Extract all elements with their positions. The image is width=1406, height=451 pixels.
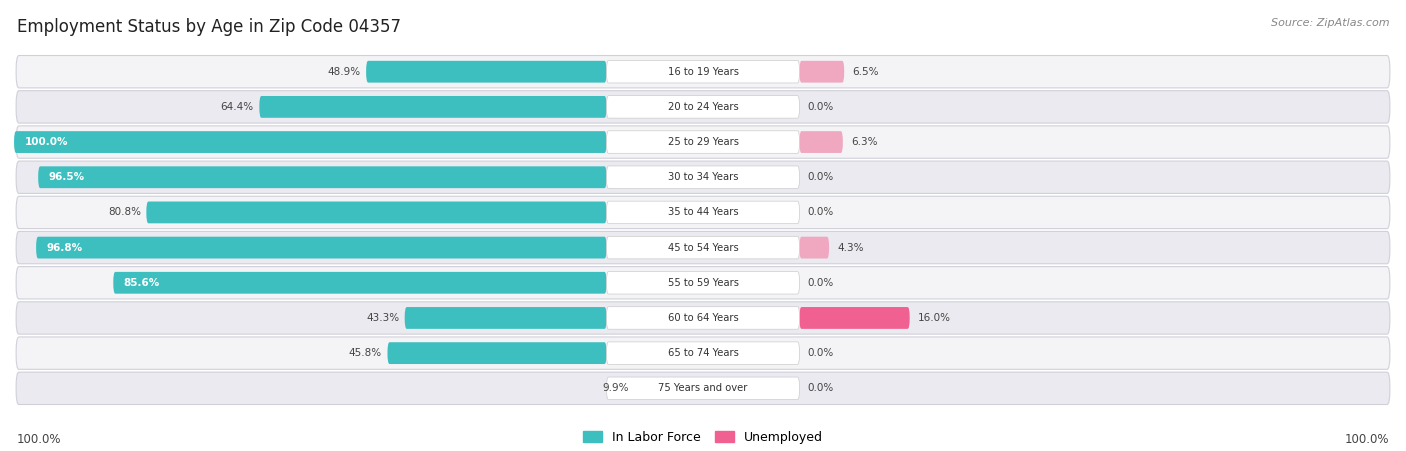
FancyBboxPatch shape: [15, 267, 1391, 299]
Text: 55 to 59 Years: 55 to 59 Years: [668, 278, 738, 288]
Text: 75 Years and over: 75 Years and over: [658, 383, 748, 393]
Text: 0.0%: 0.0%: [807, 348, 834, 358]
FancyBboxPatch shape: [606, 377, 800, 400]
Text: 100.0%: 100.0%: [1344, 433, 1389, 446]
Text: 16 to 19 Years: 16 to 19 Years: [668, 67, 738, 77]
Text: 16.0%: 16.0%: [918, 313, 950, 323]
FancyBboxPatch shape: [606, 60, 800, 83]
FancyBboxPatch shape: [15, 91, 1391, 123]
FancyBboxPatch shape: [15, 231, 1391, 264]
FancyBboxPatch shape: [15, 126, 1391, 158]
FancyBboxPatch shape: [606, 307, 800, 329]
FancyBboxPatch shape: [146, 202, 606, 223]
Text: 45 to 54 Years: 45 to 54 Years: [668, 243, 738, 253]
Text: 0.0%: 0.0%: [807, 172, 834, 182]
Text: 43.3%: 43.3%: [366, 313, 399, 323]
FancyBboxPatch shape: [15, 196, 1391, 229]
Text: 60 to 64 Years: 60 to 64 Years: [668, 313, 738, 323]
Text: 6.3%: 6.3%: [851, 137, 877, 147]
FancyBboxPatch shape: [606, 166, 800, 189]
FancyBboxPatch shape: [15, 372, 1391, 405]
FancyBboxPatch shape: [366, 61, 606, 83]
Text: 100.0%: 100.0%: [17, 433, 62, 446]
Text: 0.0%: 0.0%: [807, 383, 834, 393]
FancyBboxPatch shape: [114, 272, 606, 294]
Text: 96.8%: 96.8%: [46, 243, 83, 253]
Text: 6.5%: 6.5%: [852, 67, 879, 77]
FancyBboxPatch shape: [15, 302, 1391, 334]
FancyBboxPatch shape: [800, 131, 842, 153]
Text: 35 to 44 Years: 35 to 44 Years: [668, 207, 738, 217]
Text: 25 to 29 Years: 25 to 29 Years: [668, 137, 738, 147]
Text: 0.0%: 0.0%: [807, 207, 834, 217]
FancyBboxPatch shape: [388, 342, 606, 364]
FancyBboxPatch shape: [800, 237, 830, 258]
Text: 4.3%: 4.3%: [838, 243, 863, 253]
Text: Source: ZipAtlas.com: Source: ZipAtlas.com: [1271, 18, 1389, 28]
FancyBboxPatch shape: [38, 166, 606, 188]
FancyBboxPatch shape: [606, 96, 800, 118]
Text: 80.8%: 80.8%: [108, 207, 141, 217]
Legend: In Labor Force, Unemployed: In Labor Force, Unemployed: [578, 426, 828, 449]
FancyBboxPatch shape: [606, 272, 800, 294]
FancyBboxPatch shape: [15, 55, 1391, 88]
Text: 96.5%: 96.5%: [48, 172, 84, 182]
Text: 48.9%: 48.9%: [328, 67, 360, 77]
FancyBboxPatch shape: [606, 342, 800, 364]
FancyBboxPatch shape: [606, 131, 800, 153]
Text: 9.9%: 9.9%: [603, 383, 630, 393]
Text: 85.6%: 85.6%: [124, 278, 160, 288]
Text: 45.8%: 45.8%: [349, 348, 382, 358]
FancyBboxPatch shape: [606, 201, 800, 224]
FancyBboxPatch shape: [259, 96, 606, 118]
FancyBboxPatch shape: [405, 307, 606, 329]
Text: Employment Status by Age in Zip Code 04357: Employment Status by Age in Zip Code 043…: [17, 18, 401, 36]
Text: 0.0%: 0.0%: [807, 102, 834, 112]
FancyBboxPatch shape: [800, 307, 910, 329]
FancyBboxPatch shape: [15, 337, 1391, 369]
Text: 0.0%: 0.0%: [807, 278, 834, 288]
Text: 65 to 74 Years: 65 to 74 Years: [668, 348, 738, 358]
FancyBboxPatch shape: [14, 131, 606, 153]
Text: 30 to 34 Years: 30 to 34 Years: [668, 172, 738, 182]
Text: 100.0%: 100.0%: [24, 137, 67, 147]
Text: 20 to 24 Years: 20 to 24 Years: [668, 102, 738, 112]
FancyBboxPatch shape: [37, 237, 606, 258]
FancyBboxPatch shape: [606, 236, 800, 259]
FancyBboxPatch shape: [15, 161, 1391, 193]
Text: 64.4%: 64.4%: [221, 102, 254, 112]
FancyBboxPatch shape: [800, 61, 844, 83]
